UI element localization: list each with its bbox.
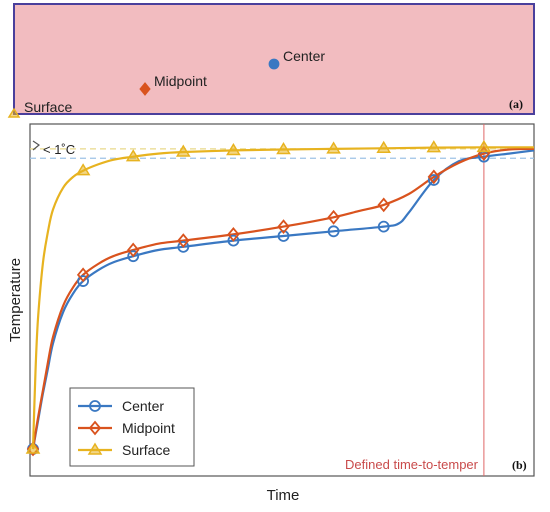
legend-marker-midpoint bbox=[88, 420, 102, 436]
marker-surface-5 bbox=[226, 142, 241, 156]
legend-label-midpoint: Midpoint bbox=[122, 420, 175, 436]
marker-midpoint-5 bbox=[227, 227, 240, 242]
series-line-center bbox=[31, 149, 535, 450]
marker-surface-4 bbox=[175, 144, 191, 157]
marker-midpoint-2 bbox=[76, 267, 90, 283]
marker-center-2 bbox=[77, 275, 89, 287]
legend-marker-surface bbox=[87, 442, 103, 455]
marker-center-4 bbox=[177, 240, 190, 253]
marker-center-7 bbox=[327, 225, 340, 238]
marker-midpoint-3 bbox=[127, 242, 140, 258]
marker-midpoint-6 bbox=[277, 219, 290, 235]
legend: Center Midpoint Surface bbox=[69, 387, 195, 467]
marker-midpoint-7 bbox=[327, 209, 340, 225]
panel-b-tag: (b) bbox=[512, 458, 527, 472]
panel-b: < 1˚C Defined time-to-temper (b) Center M… bbox=[7, 123, 535, 504]
marker-surface-1 bbox=[25, 441, 41, 454]
marker-surface-3 bbox=[125, 149, 141, 162]
panel-a: Center Midpoint Surface (a) bbox=[7, 3, 535, 118]
marker-surface-2 bbox=[75, 163, 91, 176]
panel-a-marker-surface bbox=[7, 107, 21, 118]
marker-midpoint-4 bbox=[177, 233, 190, 249]
panel-a-marker-midpoint bbox=[139, 82, 151, 96]
marker-center-9 bbox=[427, 174, 440, 186]
marker-midpoint-9 bbox=[427, 169, 440, 185]
x-axis-label: Time bbox=[267, 487, 300, 504]
marker-center-5 bbox=[227, 234, 240, 247]
panel-a-marker-center bbox=[268, 58, 280, 70]
y-axis-label: Temperature bbox=[7, 258, 24, 342]
legend-label-center: Center bbox=[122, 398, 164, 414]
marker-center-6 bbox=[277, 230, 290, 242]
marker-surface-10 bbox=[476, 139, 492, 153]
vline-label: Defined time-to-temper bbox=[345, 457, 479, 472]
marker-center-8 bbox=[377, 220, 390, 233]
threshold-bracket bbox=[32, 140, 41, 151]
panel-a-label-center: Center bbox=[283, 48, 325, 64]
series-line-surface bbox=[31, 146, 534, 450]
marker-midpoint-8 bbox=[377, 197, 390, 213]
marker-surface-8 bbox=[376, 140, 392, 154]
marker-surface-9 bbox=[426, 140, 442, 153]
marker-midpoint-1 bbox=[26, 441, 40, 457]
panel-a-label-midpoint: Midpoint bbox=[154, 73, 207, 89]
legend-marker-center bbox=[89, 400, 101, 412]
marker-surface-7 bbox=[326, 141, 341, 154]
threshold-annotation: < 1˚C bbox=[43, 142, 75, 157]
panel-a-label-surface: Surface bbox=[24, 99, 72, 115]
legend-label-surface: Surface bbox=[122, 442, 170, 458]
marker-center-3 bbox=[127, 250, 140, 263]
panel-a-tag: (a) bbox=[509, 97, 523, 111]
marker-surface-6 bbox=[276, 142, 291, 155]
